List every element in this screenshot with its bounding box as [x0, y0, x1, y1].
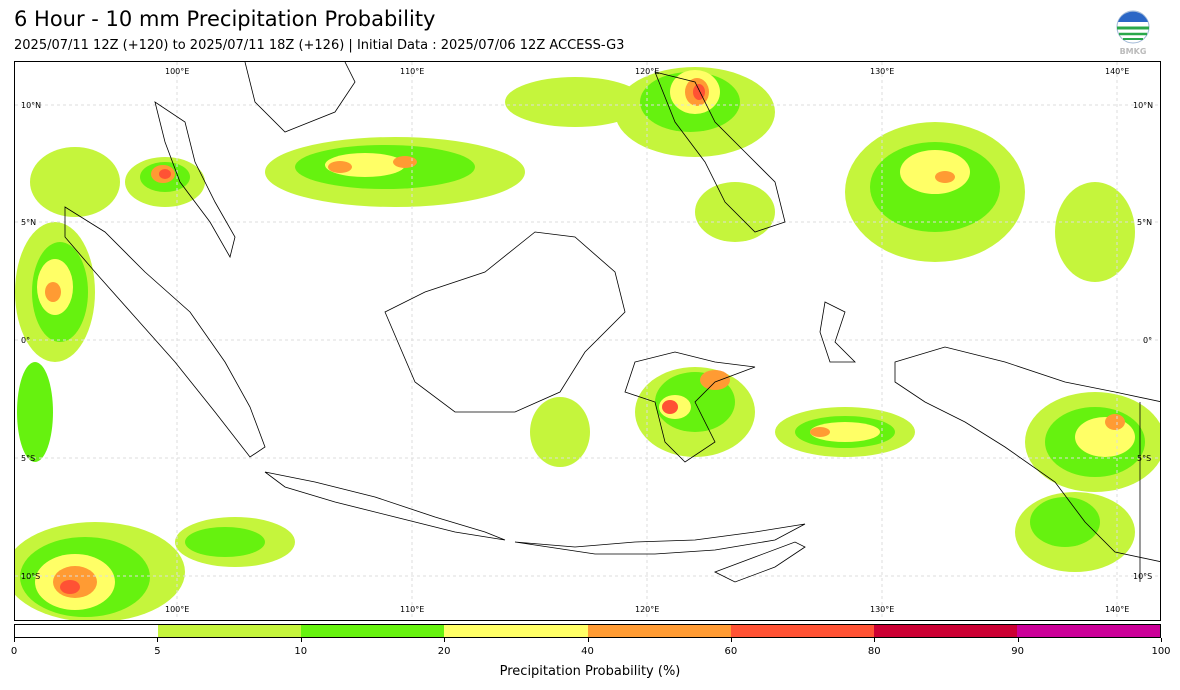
borneo-coast	[384, 231, 626, 413]
colorbar-segment	[873, 625, 1017, 637]
colorbar-segment	[15, 625, 159, 637]
colorbar-segment	[1016, 625, 1160, 637]
lon-label-bottom: 130°E	[870, 605, 895, 614]
colorbar-tick-label: 10	[294, 646, 308, 657]
colorbar-tick-label: 90	[1011, 646, 1024, 657]
precip-area	[393, 156, 417, 168]
colorbar-tick-label: 0	[10, 646, 18, 657]
colorbar-tick-mark	[1161, 638, 1162, 642]
precip-area	[17, 362, 53, 462]
precip-area	[505, 77, 645, 127]
chart-subtitle: 2025/07/11 12Z (+120) to 2025/07/11 18Z …	[14, 38, 625, 53]
lon-label-top: 100°E	[165, 67, 190, 76]
precip-area	[1055, 182, 1135, 282]
precipitation-fields	[15, 67, 1160, 620]
timor-coast	[714, 541, 806, 583]
lat-label-right: 0°	[1143, 336, 1153, 345]
precip-area	[700, 370, 730, 390]
precip-area	[159, 169, 171, 179]
lon-label-top: 130°E	[870, 67, 895, 76]
lon-label-bottom: 120°E	[635, 605, 660, 614]
precip-area	[45, 282, 61, 302]
precip-area	[328, 161, 352, 173]
lat-label-left: 10°S	[21, 572, 41, 581]
precip-area	[1075, 417, 1135, 457]
precip-area	[185, 527, 265, 557]
colorbar-tick-mark	[730, 638, 732, 642]
svg-text:BMKG: BMKG	[1120, 47, 1147, 56]
colorbar-tick-label: 5	[154, 646, 161, 657]
precipitation-map: 100°E 110°E 120°E 130°E 140°E 100°E 110°…	[14, 61, 1161, 621]
new-guinea-coast	[894, 346, 1160, 562]
colorbar-segment	[587, 625, 731, 637]
precip-area	[1030, 497, 1100, 547]
colorbar-tick-mark	[444, 638, 446, 642]
indochina-coast	[244, 62, 356, 133]
lon-label-bottom: 140°E	[1105, 605, 1130, 614]
colorbar-tick-label: 80	[867, 646, 881, 657]
sumatra-coast	[64, 206, 266, 458]
colorbar-tick-mark	[300, 638, 302, 642]
graticule	[15, 62, 1160, 620]
colorbar-tick-label: 40	[581, 646, 594, 657]
lat-label-left: 10°N	[21, 101, 42, 110]
colorbar-tick-mark	[1017, 638, 1019, 642]
lesser-sunda-coast	[514, 523, 806, 555]
precip-area	[935, 171, 955, 183]
colorbar-tick-label: 60	[724, 646, 738, 657]
precip-area	[530, 397, 590, 467]
lat-label-left: 0°	[21, 336, 31, 345]
colorbar-tick-mark	[874, 638, 876, 642]
colorbar-segment	[301, 625, 445, 637]
precip-area	[662, 400, 678, 414]
colorbar-label: Precipitation Probability (%)	[499, 664, 681, 679]
coastlines	[64, 62, 1160, 583]
malay-peninsula-coast	[154, 101, 236, 259]
colorbar-tick-mark	[157, 638, 159, 642]
map-canvas	[15, 62, 1160, 620]
halmahera-coast	[819, 301, 856, 363]
precip-area	[30, 147, 120, 217]
lat-label-left: 5°S	[21, 454, 36, 463]
lon-label-top: 110°E	[400, 67, 425, 76]
lat-label-left: 5°N	[21, 218, 37, 227]
lon-label-top: 120°E	[635, 67, 660, 76]
colorbar-segment	[158, 625, 302, 637]
lat-label-right: 5°S	[1137, 454, 1152, 463]
philippines-coast	[654, 71, 786, 233]
colorbar	[14, 624, 1161, 638]
lon-label-bottom: 100°E	[165, 605, 190, 614]
lon-label-top: 140°E	[1105, 67, 1130, 76]
lat-label-right: 5°N	[1137, 218, 1153, 227]
precip-area	[1105, 414, 1125, 430]
lon-label-bottom: 110°E	[400, 605, 425, 614]
colorbar-segment	[444, 625, 588, 637]
precip-area	[900, 150, 970, 194]
java-coast	[264, 471, 506, 541]
colorbar-tick-mark	[14, 638, 15, 642]
precip-area	[810, 422, 880, 442]
lat-label-right: 10°N	[1133, 101, 1154, 110]
colorbar-segment	[730, 625, 874, 637]
lat-label-right: 10°S	[1133, 572, 1153, 581]
bmkg-logo-icon: BMKG	[1114, 10, 1152, 56]
colorbar-tick-label: 20	[437, 646, 451, 657]
colorbar-tick-label: 100	[1151, 646, 1171, 657]
chart-title: 6 Hour - 10 mm Precipitation Probability	[14, 7, 436, 31]
colorbar-tick-mark	[587, 638, 589, 642]
sulawesi-coast	[624, 351, 756, 463]
precip-area	[60, 580, 80, 594]
precip-area	[810, 427, 830, 437]
